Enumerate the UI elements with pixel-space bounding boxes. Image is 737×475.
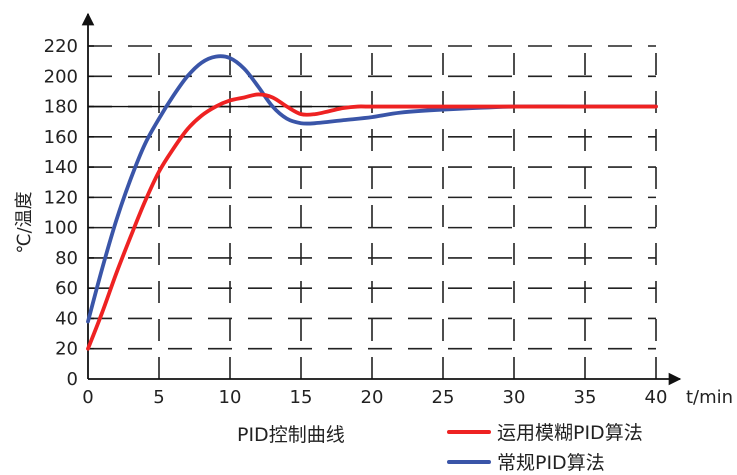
chart-caption: PID控制曲线	[237, 420, 345, 447]
x-tick-label: 0	[82, 387, 93, 408]
y-tick-label: 200	[44, 66, 78, 87]
x-tick-label: 15	[290, 387, 313, 408]
x-tick-label: 25	[432, 387, 455, 408]
x-axis-label: t/min	[686, 387, 733, 408]
y-tick-label: 20	[55, 339, 78, 360]
x-tick-label: 40	[645, 387, 668, 408]
x-tick-label: 10	[219, 387, 242, 408]
y-tick-label: 60	[55, 278, 78, 299]
y-tick-label: 220	[44, 36, 78, 57]
y-tick-label: 140	[44, 157, 78, 178]
legend-label-fuzzy-pid: 运用模糊PID算法	[497, 418, 643, 445]
legend-item-fuzzy-pid: 运用模糊PID算法	[447, 418, 643, 445]
y-tick-label: 120	[44, 187, 78, 208]
legend-label-conventional-pid: 常规PID算法	[497, 448, 605, 475]
y-tick-label: 0	[67, 369, 78, 390]
y-tick-label: 40	[55, 308, 78, 329]
tick-labels: 0 20 40 60 80 100 120 140 160 180 200 220 0 5 10 15 20 25…	[14, 36, 733, 408]
y-tick-label: 160	[44, 127, 78, 148]
x-tick-label: 5	[153, 387, 164, 408]
legend-item-conventional-pid: 常规PID算法	[447, 448, 605, 475]
y-tick-label: 180	[44, 97, 78, 118]
y-tick-label: 80	[55, 248, 78, 269]
legend-swatch-blue	[447, 460, 491, 464]
y-axis-label: ℃/温度	[14, 191, 35, 253]
y-tick-label: 100	[44, 218, 78, 239]
legend-swatch-red	[447, 430, 491, 434]
x-tick-label: 20	[361, 387, 384, 408]
x-tick-label: 35	[574, 387, 597, 408]
axes	[88, 14, 680, 379]
x-tick-label: 30	[503, 387, 526, 408]
